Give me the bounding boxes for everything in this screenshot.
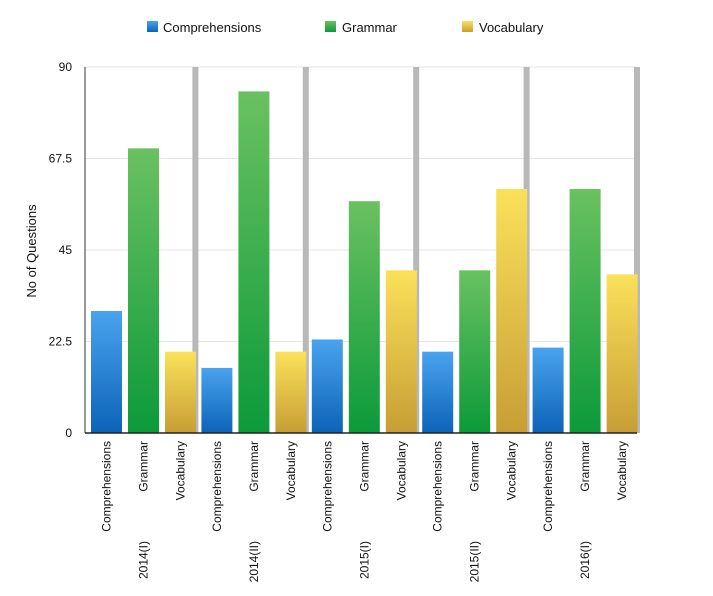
- bar-comprehensions[interactable]: [532, 347, 564, 433]
- legend-label-comprehensions: Comprehensions: [163, 20, 262, 35]
- legend-label-grammar: Grammar: [342, 20, 398, 35]
- x-series-label: Vocabulary: [174, 441, 188, 500]
- legend-item-vocabulary[interactable]: Vocabulary: [462, 20, 544, 35]
- bar-grammar[interactable]: [569, 189, 601, 433]
- bar-vocabulary[interactable]: [606, 274, 638, 433]
- legend-swatch-vocabulary: [462, 21, 473, 32]
- x-series-label: Comprehensions: [210, 441, 224, 532]
- x-category-label: 2015(II): [468, 541, 482, 582]
- x-series-label: Grammar: [468, 441, 482, 492]
- y-axis-title: No of Questions: [24, 204, 39, 298]
- y-tick-label: 90: [59, 60, 73, 74]
- y-axis-ticks: 0 22.5 45 67.5 90: [49, 60, 73, 440]
- y-tick-label: 0: [65, 426, 72, 440]
- legend: Comprehensions Grammar Vocabulary: [147, 20, 544, 35]
- legend-swatch-grammar: [325, 21, 336, 32]
- x-category-label: 2014(II): [247, 541, 261, 582]
- x-series-label: Vocabulary: [615, 441, 629, 500]
- x-series-label: Comprehensions: [320, 441, 334, 532]
- group-separator: [413, 67, 420, 433]
- x-series-label: Grammar: [247, 441, 261, 492]
- bar-grammar[interactable]: [348, 201, 380, 433]
- y-tick-label: 45: [59, 243, 73, 257]
- x-series-label: Vocabulary: [394, 441, 408, 500]
- x-series-label: Vocabulary: [284, 441, 298, 500]
- x-series-label: Vocabulary: [505, 441, 519, 500]
- legend-item-comprehensions[interactable]: Comprehensions: [147, 20, 262, 35]
- legend-swatch-comprehensions: [147, 21, 158, 32]
- legend-label-vocabulary: Vocabulary: [479, 20, 544, 35]
- bar-grammar[interactable]: [128, 148, 159, 434]
- x-series-label: Grammar: [137, 441, 151, 492]
- bars: [91, 91, 638, 434]
- x-series-label: Comprehensions: [100, 441, 114, 532]
- x-axis-labels: Comprehensions Grammar Vocabulary 2014(I) Co…: [100, 441, 630, 582]
- x-category-label: 2014(I): [137, 541, 151, 579]
- bar-vocabulary[interactable]: [165, 351, 196, 433]
- y-tick-label: 22.5: [49, 335, 73, 349]
- bar-comprehensions[interactable]: [91, 311, 122, 433]
- x-series-label: Grammar: [357, 441, 371, 492]
- x-series-label: Grammar: [578, 441, 592, 492]
- y-tick-label: 67.5: [49, 152, 73, 166]
- group-separator: [634, 67, 640, 433]
- bar-comprehensions[interactable]: [422, 351, 454, 433]
- bar-comprehensions[interactable]: [201, 367, 233, 433]
- x-series-label: Comprehensions: [431, 441, 445, 532]
- bar-comprehensions[interactable]: [311, 339, 343, 433]
- x-series-label: Comprehensions: [541, 441, 555, 532]
- x-category-label: 2015(I): [357, 541, 371, 579]
- bar-grammar[interactable]: [459, 270, 491, 433]
- bar-vocabulary[interactable]: [385, 270, 417, 433]
- bar-grammar[interactable]: [238, 91, 270, 434]
- legend-item-grammar[interactable]: Grammar: [325, 20, 398, 35]
- bar-vocabulary[interactable]: [275, 351, 307, 433]
- x-category-label: 2016(I): [578, 541, 592, 579]
- group-separator: [302, 67, 309, 433]
- bar-vocabulary[interactable]: [496, 189, 528, 433]
- group-separator: [192, 67, 199, 433]
